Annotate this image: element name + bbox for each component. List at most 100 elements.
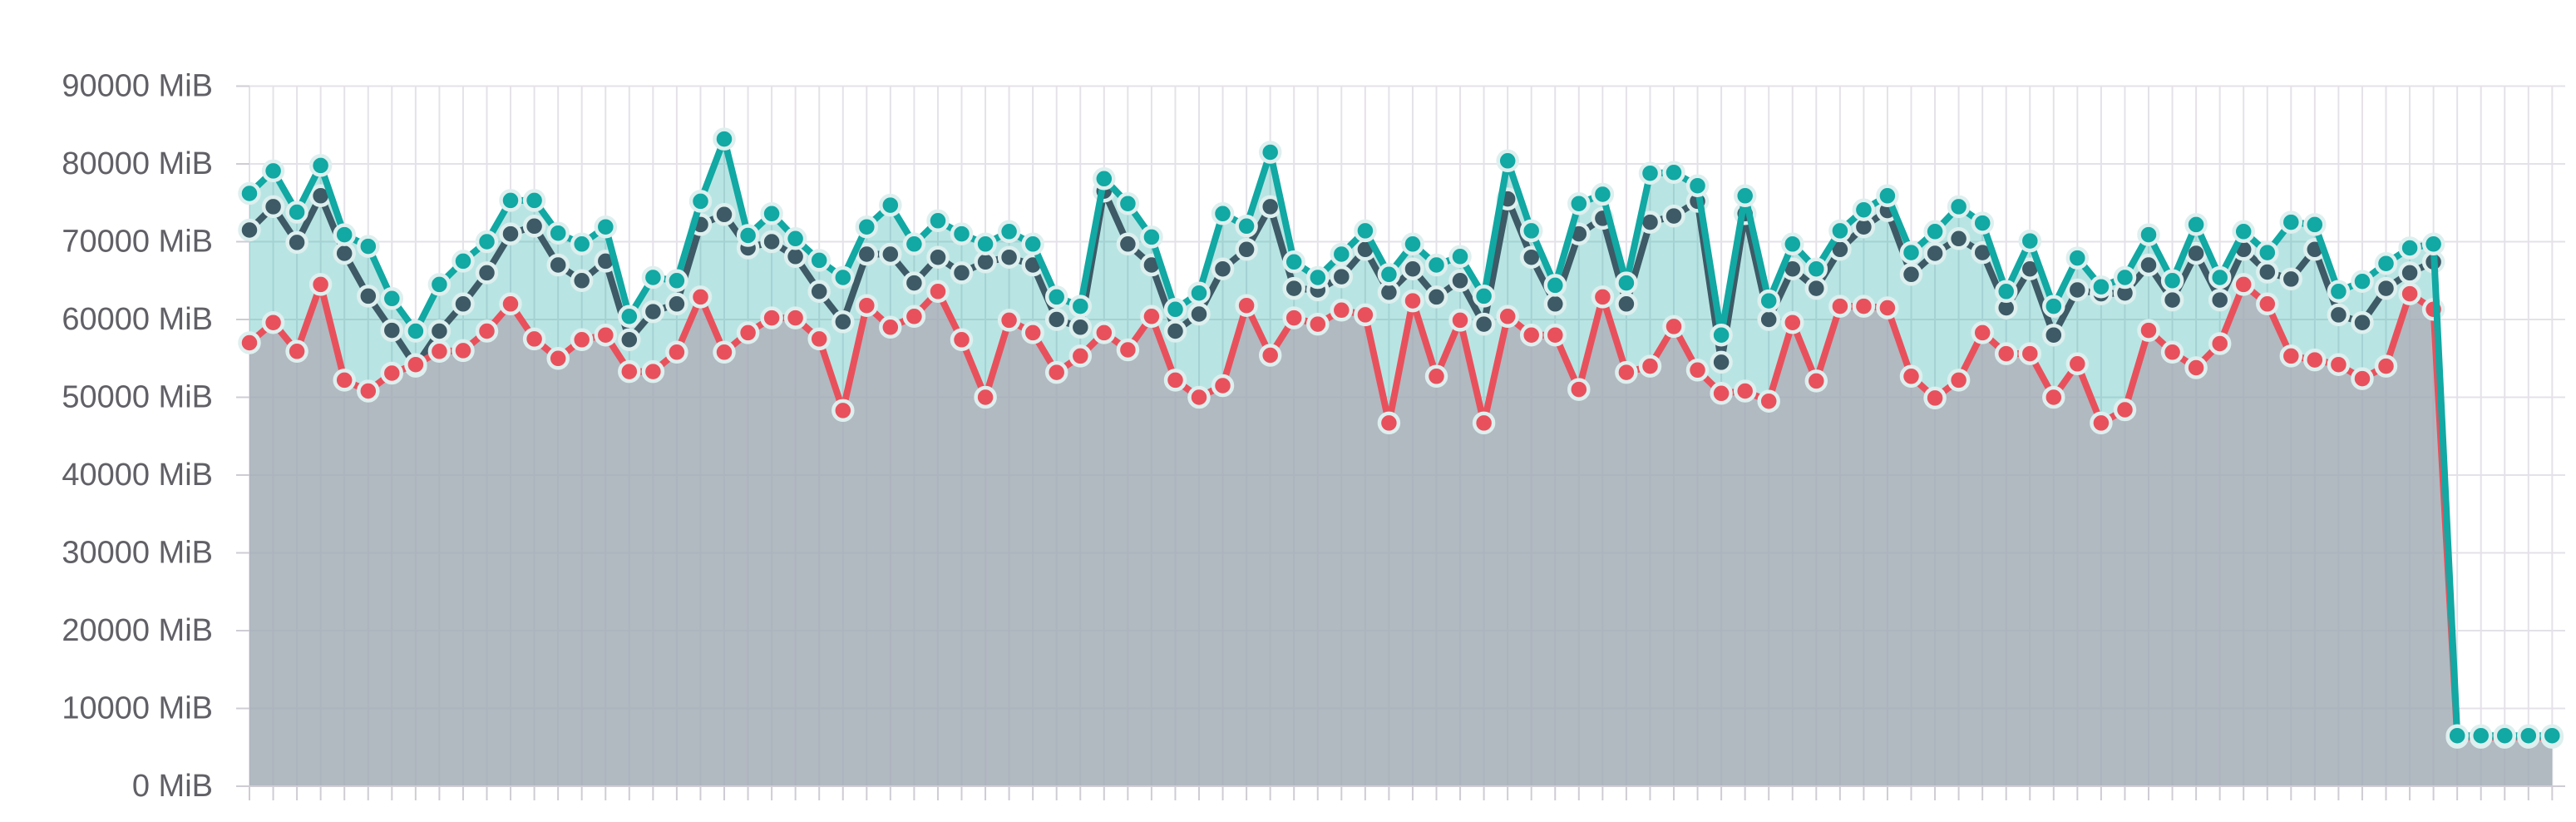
slate-series-point[interactable] — [2279, 267, 2303, 291]
teal-series-point[interactable] — [2327, 280, 2351, 304]
red-series-point[interactable] — [665, 340, 688, 364]
teal-series-point[interactable] — [1876, 184, 1899, 208]
red-series-point[interactable] — [1662, 314, 1685, 339]
teal-series-point[interactable] — [238, 181, 261, 206]
slate-series-point[interactable] — [1187, 302, 1211, 326]
slate-series-point[interactable] — [1662, 204, 1685, 228]
teal-series-point[interactable] — [570, 232, 594, 256]
slate-series-point[interactable] — [499, 222, 522, 245]
teal-series-point[interactable] — [1828, 219, 1852, 243]
teal-series-point[interactable] — [1710, 323, 1733, 347]
slate-series-point[interactable] — [2160, 288, 2184, 312]
red-series-point[interactable] — [1567, 378, 1591, 401]
red-series-point[interactable] — [2279, 344, 2303, 368]
slate-series-point[interactable] — [1116, 232, 1140, 256]
slate-series-point[interactable] — [1282, 276, 1305, 300]
red-series-point[interactable] — [1211, 374, 1235, 398]
teal-series-point[interactable] — [1187, 281, 1211, 305]
teal-series-point[interactable] — [2184, 213, 2208, 236]
slate-series-point[interactable] — [760, 230, 783, 254]
red-series-point[interactable] — [570, 328, 594, 352]
red-series-point[interactable] — [2090, 411, 2113, 435]
red-series-point[interactable] — [261, 310, 285, 334]
slate-series-point[interactable] — [1804, 276, 1828, 300]
teal-series-point[interactable] — [1615, 271, 1638, 295]
teal-series-point[interactable] — [1638, 161, 1662, 185]
slate-series-point[interactable] — [1923, 241, 1947, 265]
teal-series-point[interactable] — [2042, 295, 2065, 318]
slate-series-point[interactable] — [2208, 288, 2232, 312]
red-series-point[interactable] — [1685, 359, 1710, 382]
teal-series-point[interactable] — [1093, 167, 1116, 191]
teal-series-point[interactable] — [2374, 251, 2398, 275]
slate-series-point[interactable] — [2327, 303, 2351, 327]
slate-series-point[interactable] — [285, 230, 308, 255]
red-series-point[interactable] — [1068, 344, 1093, 368]
teal-series-point[interactable] — [2303, 213, 2327, 236]
slate-series-point[interactable] — [1330, 265, 1354, 289]
teal-series-point[interactable] — [1994, 280, 2018, 304]
teal-series-point[interactable] — [2160, 269, 2184, 293]
teal-series-point[interactable] — [2517, 724, 2540, 747]
teal-series-point[interactable] — [475, 230, 499, 254]
teal-series-point[interactable] — [1116, 191, 1140, 215]
slate-series-point[interactable] — [2256, 260, 2279, 284]
slate-series-point[interactable] — [2137, 253, 2160, 277]
red-series-point[interactable] — [1733, 379, 1757, 403]
red-series-point[interactable] — [1093, 321, 1116, 344]
red-series-point[interactable] — [2184, 356, 2208, 379]
red-series-point[interactable] — [807, 327, 831, 351]
red-series-point[interactable] — [760, 306, 783, 329]
teal-series-point[interactable] — [1757, 289, 1780, 313]
red-series-point[interactable] — [618, 359, 641, 384]
red-series-point[interactable] — [1140, 305, 1163, 329]
teal-series-point[interactable] — [2469, 724, 2493, 747]
red-series-point[interactable] — [950, 328, 974, 352]
red-series-point[interactable] — [1448, 309, 1472, 332]
red-series-point[interactable] — [2065, 352, 2090, 376]
teal-series-point[interactable] — [1971, 211, 1994, 235]
teal-series-point[interactable] — [1591, 182, 1615, 206]
teal-series-point[interactable] — [522, 189, 546, 212]
red-series-point[interactable] — [902, 305, 926, 329]
slate-series-point[interactable] — [1258, 195, 1282, 219]
slate-series-point[interactable] — [950, 261, 974, 285]
red-series-point[interactable] — [832, 399, 855, 423]
red-series-point[interactable] — [404, 353, 427, 376]
teal-series-point[interactable] — [855, 215, 879, 239]
red-series-point[interactable] — [1354, 303, 1377, 327]
teal-series-point[interactable] — [357, 235, 380, 258]
slate-series-point[interactable] — [713, 203, 736, 226]
slate-series-point[interactable] — [2374, 276, 2398, 300]
teal-series-point[interactable] — [618, 305, 641, 329]
teal-series-point[interactable] — [2208, 265, 2232, 290]
red-series-point[interactable] — [926, 280, 950, 304]
red-series-point[interactable] — [1163, 369, 1187, 392]
red-series-point[interactable] — [1757, 389, 1780, 413]
red-series-point[interactable] — [1282, 306, 1305, 329]
red-series-point[interactable] — [1424, 364, 1448, 389]
slate-series-point[interactable] — [807, 280, 831, 304]
slate-series-point[interactable] — [1615, 292, 1638, 316]
red-series-point[interactable] — [1923, 386, 1947, 410]
slate-series-point[interactable] — [546, 253, 570, 277]
red-series-point[interactable] — [594, 323, 618, 347]
slate-series-point[interactable] — [1947, 227, 1971, 250]
red-series-point[interactable] — [2137, 319, 2160, 342]
red-series-point[interactable] — [1876, 296, 1899, 319]
red-series-point[interactable] — [1472, 411, 1496, 435]
slate-series-point[interactable] — [261, 195, 285, 219]
red-series-point[interactable] — [2232, 273, 2255, 296]
slate-series-point[interactable] — [475, 261, 499, 285]
slate-series-point[interactable] — [926, 245, 950, 269]
teal-series-point[interactable] — [974, 232, 997, 256]
teal-series-point[interactable] — [1923, 220, 1947, 244]
teal-series-point[interactable] — [1899, 240, 1923, 265]
slate-series-point[interactable] — [832, 310, 855, 334]
slate-series-point[interactable] — [2065, 278, 2090, 302]
teal-series-point[interactable] — [1496, 149, 1519, 173]
red-series-point[interactable] — [308, 273, 333, 296]
teal-series-point[interactable] — [380, 287, 404, 310]
slate-series-point[interactable] — [902, 271, 926, 295]
red-series-point[interactable] — [1519, 323, 1543, 347]
